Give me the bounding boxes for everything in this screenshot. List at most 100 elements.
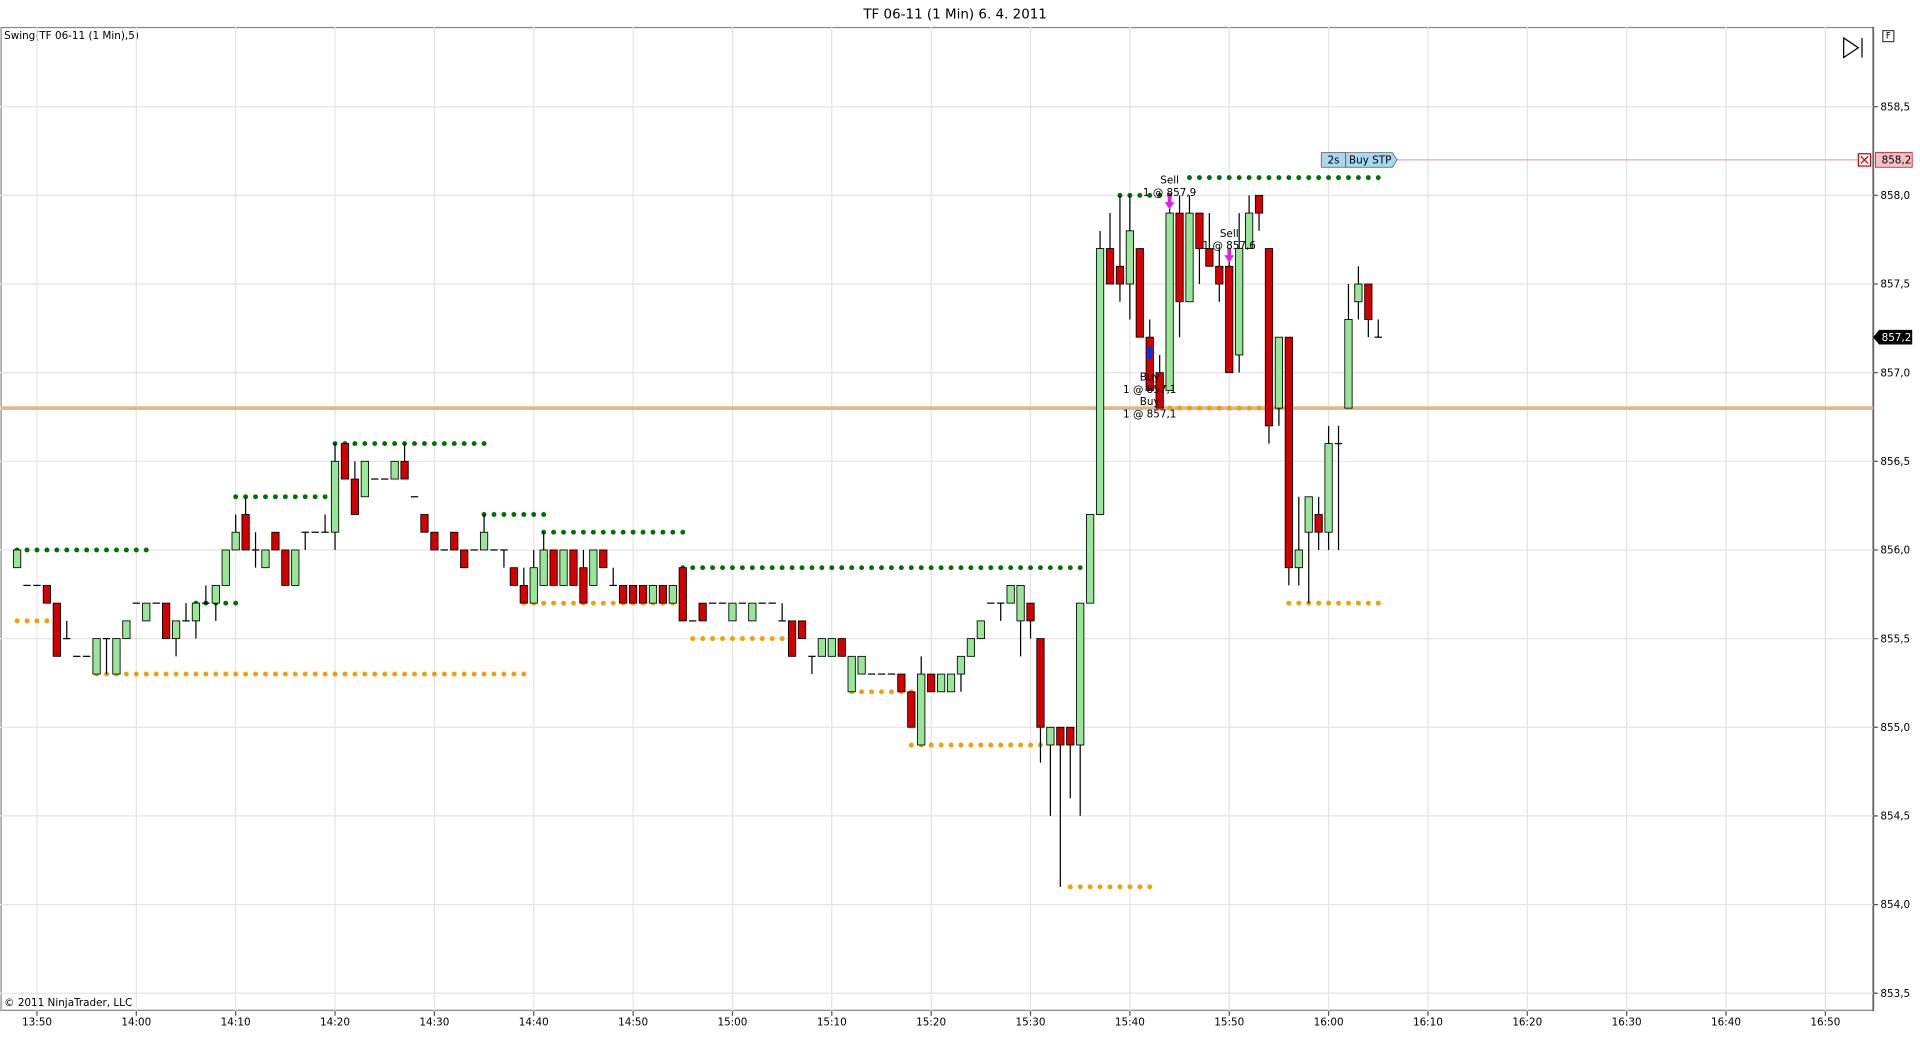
swing-dot: [362, 671, 368, 677]
swing-dot: [680, 529, 686, 535]
candle-body: [797, 620, 807, 640]
candle-body: [589, 549, 598, 586]
candle-body: [1016, 584, 1025, 622]
trade-text: 1 @ 857,9: [1143, 187, 1196, 199]
swing-dot: [1256, 405, 1262, 411]
f-button[interactable]: [1882, 29, 1895, 43]
swing-dot: [670, 529, 676, 535]
f-button-label: F: [1886, 32, 1891, 42]
swing-dot: [302, 494, 308, 500]
swing-dot: [561, 529, 566, 535]
x-tick-label: 15:20: [916, 1017, 946, 1029]
swing-dot: [1336, 175, 1341, 181]
swing-dot: [1375, 175, 1381, 181]
swing-dot: [441, 441, 447, 447]
swing-dot: [451, 671, 457, 677]
swing-dot: [64, 547, 70, 553]
swing-dot: [1077, 565, 1083, 571]
x-tick-label: 15:50: [1214, 1017, 1244, 1029]
swing-dot: [481, 441, 487, 447]
swing-dot: [1147, 884, 1153, 890]
swing-dot: [392, 441, 398, 447]
swing-dot: [561, 600, 566, 606]
candle-body: [837, 638, 846, 657]
candle-body: [976, 620, 985, 640]
swing-dot: [1117, 884, 1123, 890]
swing-dot: [749, 636, 755, 642]
swing-dot: [471, 671, 477, 677]
swing-dot: [1187, 405, 1192, 411]
swing-dot: [491, 671, 497, 677]
candle-body: [638, 584, 648, 604]
candle-body: [946, 673, 956, 693]
candle-body: [549, 549, 558, 586]
swing-dot: [1296, 175, 1302, 181]
swing-dot: [541, 600, 547, 606]
candle-body: [1095, 248, 1105, 515]
swing-dot: [422, 441, 427, 447]
swing-dot: [422, 671, 427, 677]
swing-dot: [1018, 565, 1024, 571]
candle-body: [648, 584, 658, 604]
swing-dot: [888, 689, 894, 695]
x-tick-label: 15:00: [717, 1017, 747, 1029]
swing-dot: [491, 512, 497, 517]
play-icon[interactable]: [1843, 36, 1863, 59]
swing-dot: [1196, 405, 1202, 411]
swing-dot: [908, 565, 914, 571]
candle-body: [42, 584, 51, 604]
swing-dot: [24, 618, 30, 624]
x-tick-label: 14:40: [519, 1017, 549, 1029]
candle-body: [281, 549, 290, 586]
swing-dot: [24, 547, 30, 553]
swing-dot: [203, 671, 209, 677]
candle-body: [559, 549, 568, 586]
swing-dot: [590, 529, 596, 535]
x-tick-label: 14:00: [121, 1017, 151, 1029]
swing-dot: [451, 441, 457, 447]
swing-low-dots: [14, 618, 50, 624]
order-cancel-x: [1860, 155, 1869, 165]
candle-body: [390, 460, 399, 480]
order-price-box: [1875, 152, 1913, 168]
candle-body: [1125, 230, 1134, 285]
swing-dot: [501, 671, 507, 677]
candle-body: [1105, 248, 1115, 285]
swing-low-dots: [908, 742, 1043, 748]
swing-dot: [720, 565, 725, 571]
swing-dot: [988, 742, 994, 748]
swing-dot: [1246, 175, 1252, 181]
trade-side: Buy: [1140, 396, 1160, 408]
y-tick-label: 853,5: [1880, 988, 1910, 1000]
swing-dot: [859, 689, 865, 695]
candle-body: [619, 584, 628, 604]
swing-dot: [928, 565, 934, 571]
candle-body: [1215, 265, 1224, 285]
candle-body: [1225, 265, 1234, 374]
trade-side: Sell: [1220, 228, 1239, 240]
swing-dot: [948, 565, 954, 571]
swing-dot: [223, 600, 229, 606]
candle-body: [817, 638, 826, 657]
x-tick-label: 15:40: [1115, 1017, 1145, 1029]
swing-dot: [1375, 600, 1381, 606]
swing-dot: [1127, 884, 1133, 890]
swing-dot: [1067, 884, 1073, 890]
order-age: 2s: [1327, 155, 1339, 167]
candle-body: [1294, 549, 1303, 569]
candle-body: [728, 602, 737, 622]
candle-body: [698, 602, 707, 622]
candle-body: [12, 549, 22, 569]
swing-dot: [272, 671, 278, 677]
swing-dot: [1346, 600, 1351, 606]
swing-high-dots: [1187, 175, 1381, 181]
candle-body: [450, 531, 459, 551]
swing-dot: [1365, 600, 1371, 606]
swing-dot: [193, 671, 199, 677]
current-price-label: 857,2: [1882, 332, 1912, 344]
swing-dot: [1097, 884, 1103, 890]
swing-high-dots: [541, 529, 686, 535]
swing-dot: [113, 547, 119, 553]
swing-dot: [143, 547, 149, 553]
swing-dot: [1286, 600, 1292, 606]
